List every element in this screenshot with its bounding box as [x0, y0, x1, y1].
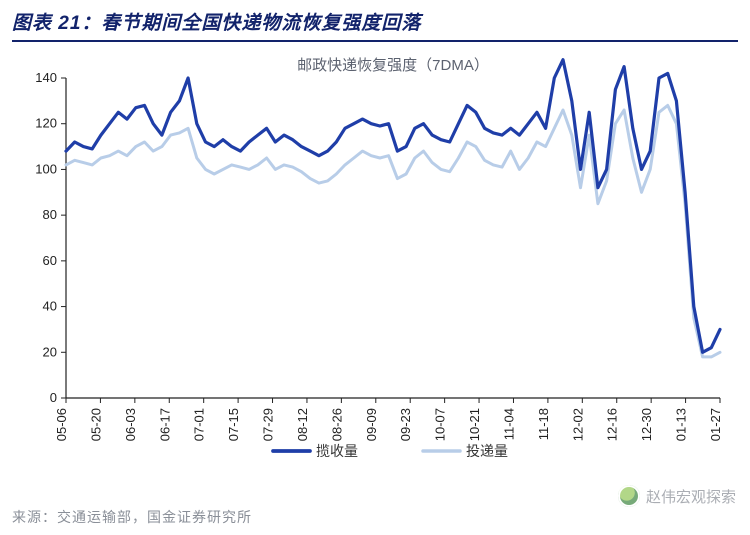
svg-text:60: 60	[43, 253, 57, 268]
chart-subtitle: 邮政快递恢复强度（7DMA）	[297, 56, 489, 74]
svg-text:08-26: 08-26	[329, 408, 344, 441]
svg-text:10-21: 10-21	[467, 408, 482, 441]
svg-text:投递量: 投递量	[466, 443, 508, 459]
svg-text:40: 40	[43, 299, 57, 314]
svg-text:01-13: 01-13	[674, 408, 689, 441]
svg-text:06-03: 06-03	[123, 408, 138, 441]
line-chart: 邮政快递恢复强度（7DMA） 0 20 40 60 80 100 120 140 05-06 05-…	[18, 50, 732, 468]
svg-text:07-01: 07-01	[192, 408, 207, 441]
svg-text:09-23: 09-23	[398, 408, 413, 441]
svg-text:100: 100	[35, 161, 57, 176]
figure-container: 图表 21：春节期间全国快递物流恢复强度回落 邮政快递恢复强度（7DMA） 0 20…	[0, 0, 750, 535]
svg-text:07-29: 07-29	[261, 408, 276, 441]
title-bar: 图表 21：春节期间全国快递物流恢复强度回落	[12, 8, 738, 42]
svg-text:01-27: 01-27	[708, 408, 723, 441]
chart-title: 图表 21：春节期间全国快递物流恢复强度回落	[12, 13, 421, 34]
watermark: 赵伟宏观探索	[618, 485, 736, 507]
svg-text:08-12: 08-12	[295, 408, 310, 441]
svg-text:0: 0	[50, 390, 57, 405]
svg-text:11-18: 11-18	[536, 408, 551, 440]
svg-text:09-09: 09-09	[364, 408, 379, 441]
svg-text:120: 120	[35, 116, 57, 131]
svg-text:07-15: 07-15	[226, 408, 241, 441]
svg-text:05-20: 05-20	[88, 408, 103, 441]
svg-text:12-30: 12-30	[639, 408, 654, 441]
svg-text:05-06: 05-06	[54, 408, 69, 441]
svg-text:揽收量: 揽收量	[316, 443, 358, 459]
svg-text:140: 140	[35, 70, 57, 85]
svg-text:80: 80	[43, 207, 57, 222]
svg-text:12-16: 12-16	[605, 408, 620, 441]
watermark-text: 赵伟宏观探索	[646, 486, 736, 507]
source-caption: 来源：交通运输部，国金证券研究所	[12, 507, 252, 527]
svg-text:10-07: 10-07	[433, 408, 448, 441]
svg-text:11-04: 11-04	[501, 408, 516, 440]
svg-text:06-17: 06-17	[157, 408, 172, 441]
svg-text:20: 20	[43, 344, 57, 359]
wechat-icon	[618, 485, 640, 507]
svg-text:12-02: 12-02	[570, 408, 585, 441]
